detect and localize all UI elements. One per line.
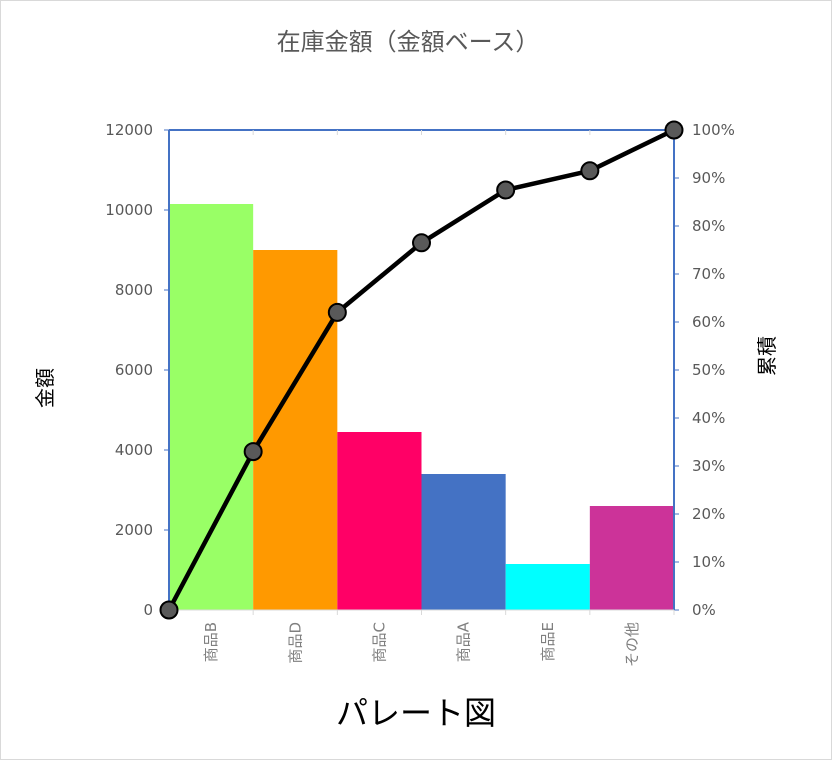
bar-5	[505, 564, 590, 610]
cumulative-marker-3	[327, 302, 347, 322]
cumulative-marker-7	[664, 120, 684, 140]
bar-3	[337, 432, 422, 610]
cumulative-marker-4	[412, 233, 431, 253]
y-tick-label: 12000	[105, 121, 153, 139]
bar-6	[589, 506, 674, 610]
y-tick-label: 2000	[115, 521, 153, 539]
cumulative-marker-2	[243, 442, 263, 462]
y-tick-label: 0	[143, 601, 153, 619]
y2-axis-title: 累積	[755, 336, 779, 376]
y2-tick-label: 90%	[692, 169, 725, 187]
y2-tick-label: 10%	[692, 553, 725, 571]
y2-tick-label: 80%	[692, 217, 725, 235]
cumulative-marker-6	[580, 161, 600, 181]
y2-tick-label: 0%	[692, 601, 716, 619]
y2-tick-label: 40%	[692, 409, 725, 427]
x-tick-label: その他	[623, 622, 641, 667]
x-axis-title: パレート図	[335, 694, 496, 732]
x-tick-label: 商品E	[539, 622, 557, 661]
x-tick-label: 商品D	[286, 622, 304, 664]
ticks-layer: 0 2000 4000 6000 8000 10000 12000 0% 10% 20% 30% 40…	[105, 121, 735, 667]
y-tick-label: 6000	[115, 361, 153, 379]
y2-tick-label: 100%	[692, 121, 735, 139]
y2-tick-label: 30%	[692, 457, 725, 475]
bars-layer	[169, 204, 674, 610]
y2-tick-label: 70%	[692, 265, 725, 283]
cumulative-line-layer	[159, 120, 684, 620]
cumulative-marker-1	[159, 600, 179, 620]
y-tick-label: 8000	[115, 281, 153, 299]
chart-title: 在庫金額（金額ベース）	[277, 28, 540, 56]
y-tick-label: 4000	[115, 441, 153, 459]
y-axis-title: 金額	[33, 368, 57, 408]
x-tick-label: 商品C	[370, 622, 388, 662]
cumulative-marker-5	[496, 180, 516, 200]
y2-tick-label: 50%	[692, 361, 725, 379]
x-tick-label: 商品B	[202, 622, 220, 662]
x-tick-label: 商品A	[455, 621, 473, 662]
bar-4	[421, 474, 506, 610]
y-tick-label: 10000	[105, 201, 153, 219]
bar-1	[169, 204, 254, 610]
y2-tick-label: 20%	[692, 505, 725, 523]
y2-tick-label: 60%	[692, 313, 725, 331]
